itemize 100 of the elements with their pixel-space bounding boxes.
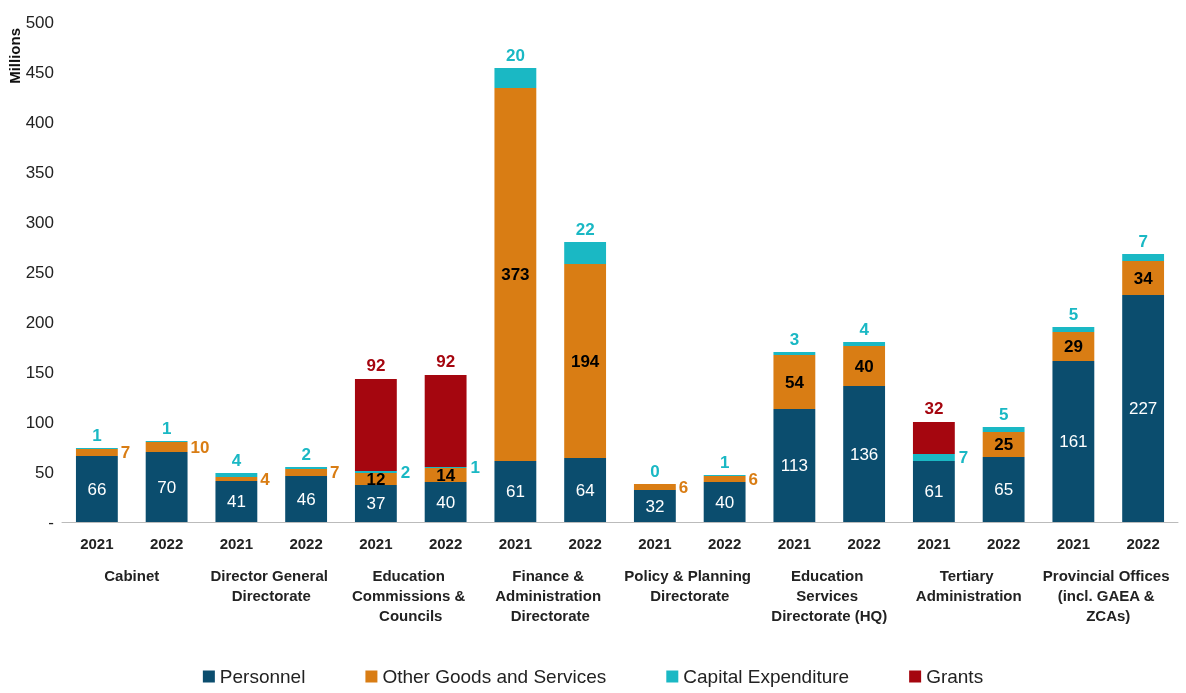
bar bbox=[494, 68, 537, 88]
bar bbox=[843, 346, 886, 386]
bar bbox=[703, 476, 746, 482]
data-label: 1 bbox=[719, 453, 730, 472]
x-tick-label: 2021 bbox=[777, 535, 812, 552]
data-label: 40 bbox=[854, 356, 874, 376]
legend-label: Personnel bbox=[219, 666, 306, 687]
data-label: 37 bbox=[366, 494, 386, 513]
y-tick-label: 200 bbox=[25, 312, 54, 332]
data-label: 10 bbox=[190, 437, 210, 457]
bar bbox=[424, 375, 467, 467]
data-label: 1 bbox=[161, 419, 172, 438]
text: Tertiary Administration bbox=[915, 566, 1022, 604]
legend-label: Capital Expenditure bbox=[683, 666, 850, 687]
bar bbox=[494, 461, 537, 522]
bar bbox=[215, 477, 258, 481]
bar bbox=[215, 473, 258, 477]
data-label: 54 bbox=[784, 372, 805, 392]
bar bbox=[773, 355, 816, 409]
data-label: 7 bbox=[1138, 232, 1148, 251]
bar bbox=[145, 442, 188, 452]
x-tick-label: 2021 bbox=[498, 535, 533, 552]
legend-label: Other Goods and Services bbox=[382, 666, 607, 687]
data-label: 20 bbox=[505, 46, 525, 65]
x-tick-label: 2021 bbox=[917, 535, 951, 552]
data-label: 32 bbox=[645, 496, 665, 516]
bar bbox=[285, 476, 328, 522]
x-tick-label: 2022 bbox=[568, 535, 602, 552]
data-label: 7 bbox=[958, 448, 969, 467]
data-label: 92 bbox=[366, 356, 386, 375]
data-label: 373 bbox=[501, 265, 530, 284]
data-label: 7 bbox=[120, 443, 131, 462]
x-tick-label: 2022 bbox=[986, 535, 1021, 552]
text: Director General Directorate bbox=[210, 566, 333, 604]
data-label: 4 bbox=[260, 469, 271, 489]
bar bbox=[75, 456, 118, 522]
bar bbox=[145, 452, 188, 522]
bar bbox=[354, 485, 397, 522]
bar bbox=[1122, 295, 1165, 522]
data-label: 113 bbox=[780, 456, 808, 475]
y-tick-label: - bbox=[48, 512, 54, 532]
data-label: 34 bbox=[1133, 268, 1154, 288]
data-label: 6 bbox=[678, 477, 689, 497]
bar bbox=[912, 461, 955, 522]
x-tick-label: 2021 bbox=[80, 535, 114, 552]
bar bbox=[564, 264, 607, 458]
data-label: 14 bbox=[436, 465, 456, 485]
data-label: 136 bbox=[849, 444, 879, 464]
bar bbox=[843, 342, 886, 346]
x-tick-label: 2022 bbox=[1126, 535, 1160, 552]
y-tick-label: 250 bbox=[25, 262, 54, 282]
data-label: 40 bbox=[436, 492, 456, 512]
text: Education Commissions & Councils bbox=[351, 566, 470, 624]
data-label: 46 bbox=[296, 489, 316, 509]
bar bbox=[1122, 254, 1165, 261]
data-label: 6 bbox=[748, 469, 759, 489]
data-label: 66 bbox=[87, 479, 107, 499]
data-label: 61 bbox=[505, 482, 525, 501]
bar bbox=[564, 242, 607, 264]
y-tick-label: 450 bbox=[25, 62, 54, 82]
bar bbox=[912, 422, 955, 454]
y-tick-label: 50 bbox=[35, 462, 54, 482]
bar bbox=[354, 379, 397, 471]
y-axis-title: Millions bbox=[5, 28, 23, 84]
bar bbox=[1052, 361, 1095, 522]
bar bbox=[912, 454, 955, 461]
data-label: 227 bbox=[1128, 399, 1158, 418]
x-tick-label: 2021 bbox=[359, 535, 393, 552]
data-label: 7 bbox=[330, 463, 340, 482]
x-tick-label: 2021 bbox=[219, 535, 254, 552]
data-label: 32 bbox=[924, 399, 944, 418]
data-label: 41 bbox=[226, 492, 246, 511]
bar bbox=[75, 449, 118, 456]
text: Finance & Administration Directorate bbox=[495, 566, 606, 624]
y-tick-label: 100 bbox=[25, 412, 54, 432]
data-label: 70 bbox=[157, 477, 177, 497]
bar bbox=[215, 481, 258, 522]
y-tick-label: 150 bbox=[25, 362, 54, 382]
bar bbox=[424, 482, 467, 522]
x-tick-label: 2022 bbox=[428, 535, 463, 552]
data-label: 4 bbox=[231, 451, 242, 470]
data-label: 1 bbox=[470, 458, 481, 477]
data-label: 92 bbox=[436, 352, 456, 371]
data-label: 5 bbox=[998, 405, 1009, 424]
data-label: 2 bbox=[301, 445, 311, 464]
x-tick-label: 2021 bbox=[638, 535, 672, 552]
data-label: 64 bbox=[575, 480, 595, 500]
x-tick-label: 2022 bbox=[149, 535, 184, 552]
x-tick-label: 2022 bbox=[847, 535, 881, 552]
data-label: 194 bbox=[570, 351, 600, 371]
data-label: 1 bbox=[92, 426, 102, 445]
data-label: 65 bbox=[994, 480, 1014, 499]
bar bbox=[773, 352, 816, 355]
bar bbox=[494, 88, 537, 461]
text: Policy & Planning Directorate bbox=[624, 566, 756, 604]
data-label: 12 bbox=[366, 469, 386, 489]
y-tick-label: 300 bbox=[25, 212, 54, 232]
bar bbox=[564, 458, 607, 522]
bar bbox=[703, 482, 746, 522]
data-label: 0 bbox=[650, 462, 660, 481]
